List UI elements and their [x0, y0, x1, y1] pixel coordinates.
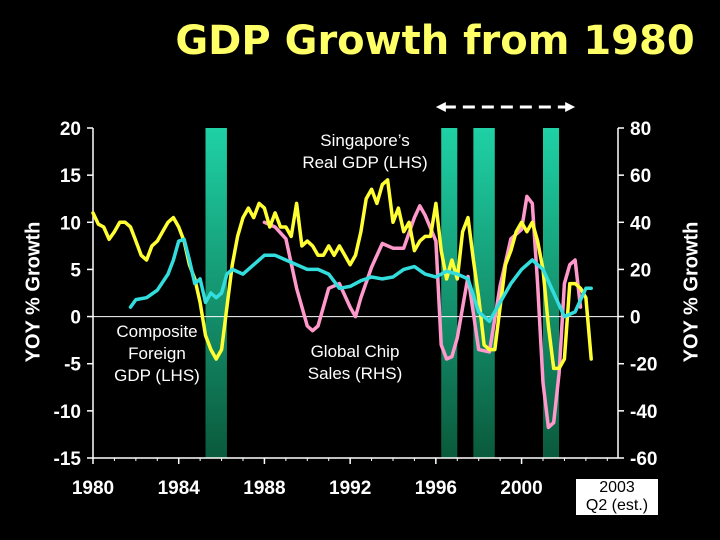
- annotation-composite-line1: Composite: [116, 322, 198, 341]
- x-tick-label: 2000: [500, 478, 542, 499]
- estimate-note-line1: 2003: [599, 479, 635, 496]
- annotation-chips-line2: Sales (RHS): [307, 364, 403, 383]
- x-tick-label: 1980: [72, 478, 114, 499]
- annotation-singapore-line1: Singapore’s: [320, 131, 410, 150]
- y-tick-left-label: 15: [60, 166, 82, 187]
- shaded-period-1: [441, 128, 458, 458]
- y-axis-label-right: YOY % Growth: [680, 221, 703, 363]
- y-tick-left-label: -5: [64, 355, 81, 376]
- y-tick-left-label: 20: [60, 119, 81, 140]
- shaded-period-2: [473, 128, 495, 458]
- y-tick-right-label: 80: [630, 119, 651, 140]
- y-tick-left-label: -10: [54, 402, 81, 423]
- y-tick-left-label: 0: [70, 308, 81, 329]
- x-tick-label: 1992: [329, 478, 371, 499]
- annotation-singapore: Singapore’s Real GDP (LHS): [280, 130, 450, 174]
- y-tick-right-label: 20: [630, 260, 651, 281]
- series-line-2: [262, 194, 583, 430]
- y-tick-right-label: -60: [630, 449, 657, 470]
- y-tick-left-label: 5: [70, 260, 81, 281]
- x-tick-label: 1984: [158, 478, 201, 499]
- annotation-singapore-line2: Real GDP (LHS): [302, 153, 428, 172]
- annotation-composite-line2: Foreign: [128, 344, 186, 363]
- annotation-composite: Composite Foreign GDP (LHS): [98, 321, 216, 387]
- series-line-0: [91, 178, 593, 371]
- shaded-period-3: [543, 128, 560, 458]
- y-tick-right-label: 60: [630, 166, 651, 187]
- y-axis-label-left: YOY % Growth: [22, 221, 45, 363]
- y-tick-right-label: -20: [630, 355, 657, 376]
- y-tick-left-label: -15: [54, 449, 82, 470]
- dashed-arrow-head-left: [435, 102, 446, 112]
- chart-title: GDP Growth from 1980: [175, 18, 695, 64]
- estimate-note-line2: Q2 (est.): [585, 497, 649, 514]
- x-tick-label: 1988: [243, 478, 285, 499]
- shaded-period-0: [205, 128, 227, 458]
- series-line-1: [128, 237, 593, 324]
- estimate-note: 2003 Q2 (est.): [576, 479, 658, 515]
- y-tick-left-label: 10: [60, 213, 81, 234]
- y-tick-right-label: 0: [630, 308, 641, 329]
- annotation-chips: Global Chip Sales (RHS): [285, 341, 425, 385]
- annotation-chips-line1: Global Chip: [310, 342, 400, 361]
- annotation-composite-line3: GDP (LHS): [114, 366, 200, 385]
- x-tick-label: 1996: [415, 478, 457, 499]
- dashed-arrow-head-right: [565, 102, 576, 112]
- y-tick-right-label: -40: [630, 402, 657, 423]
- y-tick-right-label: 40: [630, 213, 651, 234]
